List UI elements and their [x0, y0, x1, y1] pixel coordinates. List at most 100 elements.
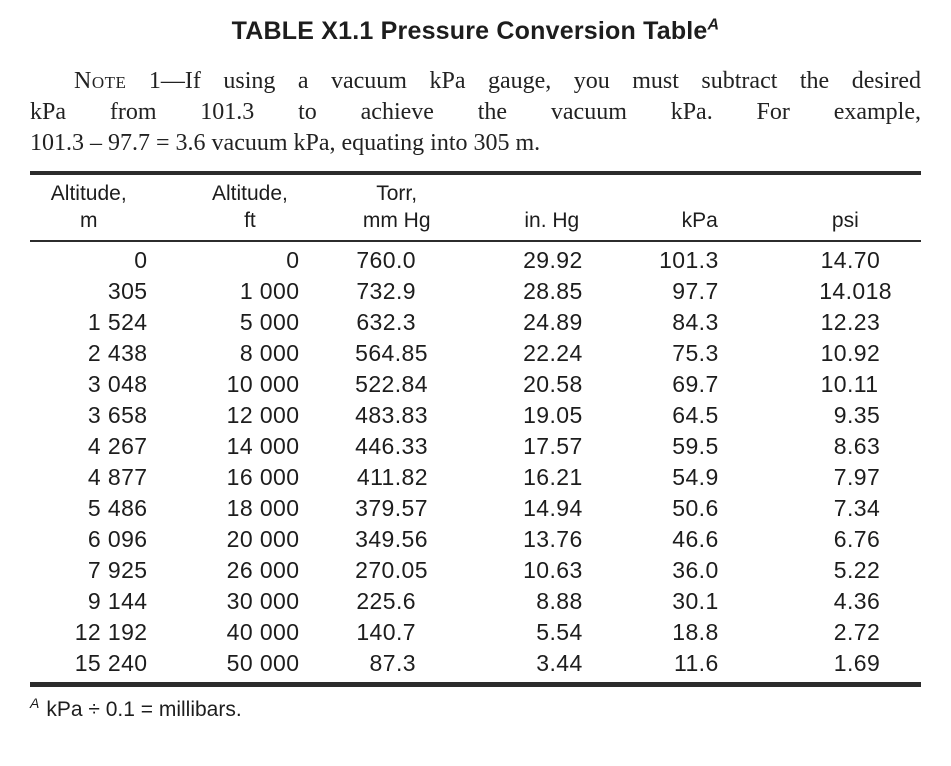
table-cell: 8.63: [833, 433, 881, 459]
table-row: 0 0 760.0 29.92 101.3 14.70: [30, 241, 921, 276]
table-cell: 1 524: [87, 309, 148, 335]
title-footnote-ref: A: [707, 16, 720, 34]
table-cell: 2.72: [833, 619, 881, 645]
note-label: Note: [74, 68, 127, 94]
table-cell: 46.6: [672, 526, 719, 552]
table-cell: 20 000: [226, 526, 300, 552]
table-cell: 17.57: [523, 433, 583, 459]
table-row: 6 096 20 000 349.56 13.76 46.6 6.76: [30, 524, 921, 555]
table-cell: 14.70: [820, 247, 881, 273]
table-cell: 36.0: [672, 557, 719, 583]
table-cell: 50.6: [672, 495, 719, 521]
table-cell: 305: [107, 278, 148, 304]
table-cell: 446.33: [355, 433, 428, 459]
note-line-1-text: 1—If using a vacuum kPa gauge, you must …: [126, 68, 921, 94]
table-cell: 29.92: [523, 247, 583, 273]
table-cell: 564.85: [355, 340, 428, 366]
table-row: 5 486 18 000 379.57 14.94 50.6 7.34: [30, 493, 921, 524]
table-cell: 8 000: [239, 340, 300, 366]
note-paragraph: Note 1—If using a vacuum kPa gauge, you …: [30, 66, 921, 159]
table-cell: 12 192: [74, 619, 148, 645]
table-cell: 10 000: [226, 371, 300, 397]
table-cell: 5.22: [833, 557, 881, 583]
header-line: Altitude,: [211, 182, 288, 205]
table-cell: 10.92: [820, 340, 881, 366]
table-row: 4 267 14 000 446.33 17.57 59.5 8.63: [30, 431, 921, 462]
table-cell: 1.69: [833, 650, 881, 676]
table-cell: 28.85: [523, 278, 583, 304]
header-line: Altitude,: [50, 182, 127, 205]
table-row: 2 438 8 000 564.85 22.24 75.3 10.92: [30, 338, 921, 369]
table-cell: 40 000: [226, 619, 300, 645]
column-header-altitude-ft: Altitude, ft: [181, 173, 338, 242]
table-cell: 11.6: [673, 650, 719, 676]
table-cell: 3 048: [87, 371, 148, 397]
header-line: ft: [244, 209, 256, 232]
table-cell: 411.82: [356, 464, 428, 490]
table-cell: 22.24: [523, 340, 583, 366]
table-cell: 30 000: [226, 588, 300, 614]
table-cell: 14.018: [819, 278, 892, 304]
table-cell: 9.35: [833, 402, 881, 428]
table-cell: 5 486: [87, 495, 148, 521]
table-cell: 12.23: [820, 309, 881, 335]
column-header-kpa: kPa: [604, 173, 752, 242]
table-cell: 14.94: [523, 495, 583, 521]
table-cell: 12 000: [226, 402, 300, 428]
table-cell: 140.7: [356, 619, 416, 645]
column-header-torr: Torr, mm Hg: [337, 173, 480, 242]
table-cell: 760.0: [356, 247, 416, 273]
table-cell: 84.3: [672, 309, 719, 335]
table-cell: 4 877: [87, 464, 148, 490]
table-cell: 1 000: [239, 278, 300, 304]
header-line: psi: [831, 209, 859, 232]
table-row: 7 925 26 000 270.05 10.63 36.0 5.22: [30, 555, 921, 586]
table-cell: 54.9: [672, 464, 719, 490]
table-cell: 18 000: [226, 495, 300, 521]
table-cell: 16 000: [226, 464, 300, 490]
table-title-text: TABLE X1.1 Pressure Conversion Table: [231, 17, 708, 45]
header-line: m: [79, 209, 98, 232]
page-title: TABLE X1.1 Pressure Conversion TableA: [30, 16, 921, 46]
header-line: mm Hg: [362, 209, 431, 232]
table-cell: 10.11: [820, 371, 879, 397]
table-cell: 101.3: [659, 247, 719, 273]
table-body: 0 0 760.0 29.92 101.3 14.70 305 1 000 732.9 28.85…: [30, 241, 921, 685]
table-cell: 64.5: [672, 402, 719, 428]
table-cell: 5.54: [536, 619, 583, 645]
table-row: 4 877 16 000 411.82 16.21 54.9 7.97: [30, 462, 921, 493]
table-cell: 30.1: [672, 588, 719, 614]
table-cell: 87.3: [369, 650, 416, 676]
table-cell: 7.97: [833, 464, 881, 490]
header-line: in. Hg: [524, 209, 580, 232]
table-cell: 4.36: [833, 588, 881, 614]
note-line-2: kPa from 101.3 to achieve the vacuum kPa…: [30, 99, 921, 125]
table-cell: 18.8: [672, 619, 719, 645]
footnote-ref: A: [30, 695, 40, 711]
table-row: 9 144 30 000 225.6 8.88 30.1 4.36: [30, 586, 921, 617]
table-cell: 270.05: [355, 557, 428, 583]
table-row: 1 524 5 000 632.3 24.89 84.3 12.23: [30, 307, 921, 338]
table-cell: 225.6: [356, 588, 416, 614]
table-cell: 8.88: [536, 588, 583, 614]
table-cell: 26 000: [226, 557, 300, 583]
table-cell: 0: [134, 247, 148, 273]
table-header: Altitude, m Altitude, ft Torr, mm Hg in.…: [30, 173, 921, 242]
table-row: 305 1 000 732.9 28.85 97.7 14.018: [30, 276, 921, 307]
table-row: 3 048 10 000 522.84 20.58 69.7 10.11: [30, 369, 921, 400]
table-cell: 15 240: [74, 650, 148, 676]
table-cell: 7.34: [833, 495, 881, 521]
table-cell: 732.9: [356, 278, 416, 304]
table-cell: 19.05: [523, 402, 583, 428]
table-cell: 632.3: [356, 309, 416, 335]
table-cell: 6 096: [87, 526, 148, 552]
table-cell: 13.76: [523, 526, 583, 552]
table-cell: 2 438: [87, 340, 148, 366]
pressure-conversion-table: Altitude, m Altitude, ft Torr, mm Hg in.…: [30, 171, 921, 687]
table-row: 3 658 12 000 483.83 19.05 64.5 9.35: [30, 400, 921, 431]
table-cell: 6.76: [833, 526, 881, 552]
table-cell: 9 144: [87, 588, 148, 614]
table-cell: 75.3: [672, 340, 719, 366]
note-line-3: 101.3 – 97.7 = 3.6 vacuum kPa, equating …: [30, 130, 541, 156]
table-cell: 14 000: [226, 433, 300, 459]
